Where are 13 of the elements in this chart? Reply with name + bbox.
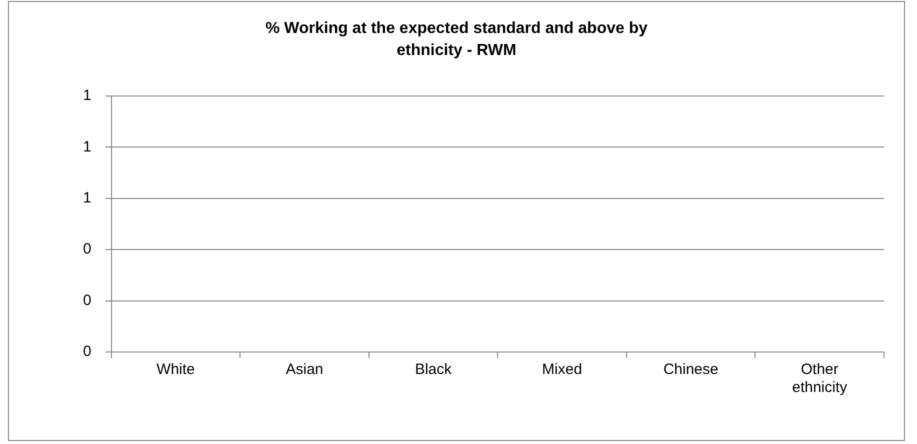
y-tick-label: 1 [83, 138, 92, 156]
chart-title: % Working at the expected standard and above by ethnicity - RWM [264, 19, 648, 61]
x-tick-label: Mixed [542, 361, 582, 378]
y-tick-label: 0 [83, 343, 92, 360]
x-tick-label: White [156, 361, 195, 378]
x-tick-label: Black [414, 361, 452, 378]
y-tick-label: 1 [83, 190, 92, 207]
x-tick-label: Other ethnicity [792, 361, 848, 396]
y-tick-label: 1 [83, 87, 92, 104]
y-tick-label: 0 [83, 240, 92, 258]
x-tick-label: Chinese [663, 361, 718, 378]
y-tick-label: 0 [83, 292, 92, 309]
x-tick-label: Asian [286, 361, 324, 378]
